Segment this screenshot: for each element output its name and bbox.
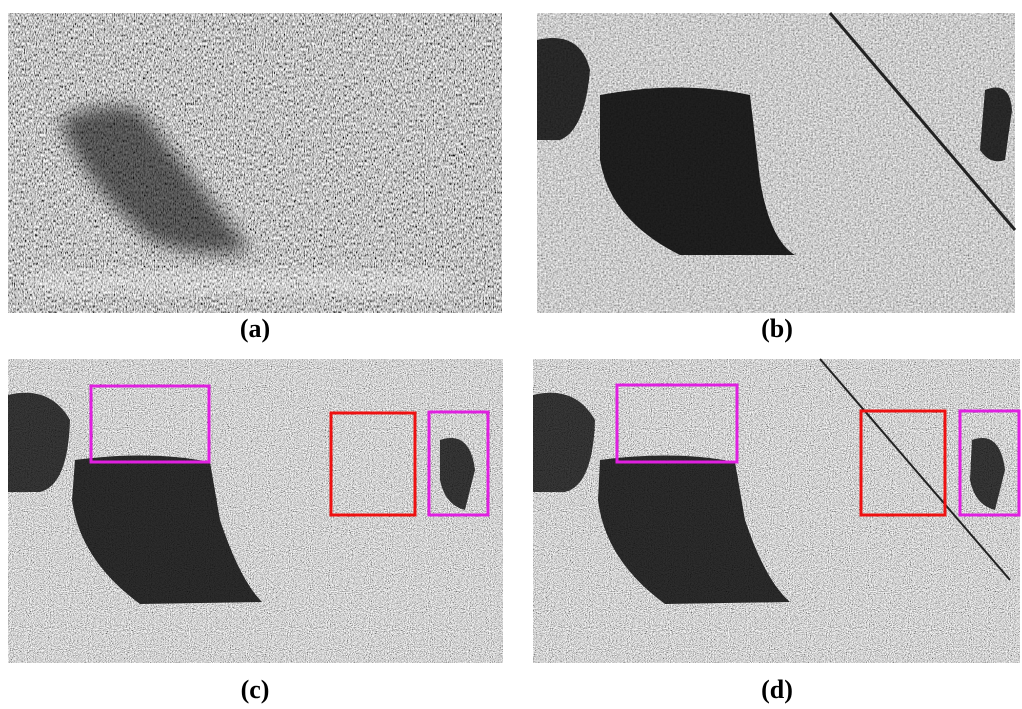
panel-b-image — [537, 13, 1015, 313]
panel-d-image — [533, 359, 1020, 663]
caption: (c) — [241, 675, 270, 704]
figure: (a) (b) (c) (d) — [0, 0, 1022, 709]
caption: (b) — [761, 314, 793, 343]
panel-c-image — [8, 359, 503, 663]
caption: (a) — [240, 314, 270, 343]
caption: (d) — [761, 675, 793, 704]
panel-a-image — [8, 13, 502, 313]
